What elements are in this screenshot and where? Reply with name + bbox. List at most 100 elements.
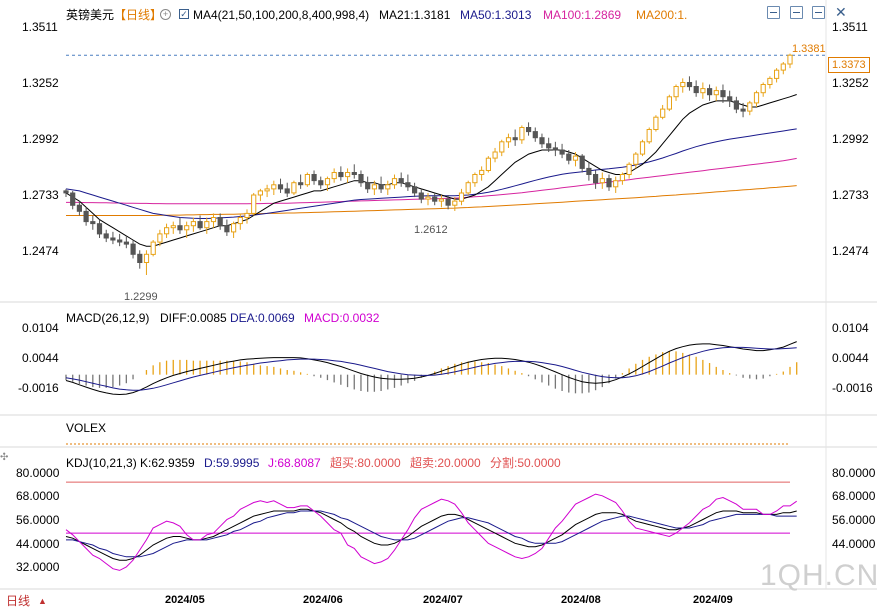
candle-body [599, 178, 605, 184]
candle-body [204, 221, 210, 229]
candle-body [224, 225, 230, 233]
price-tick-left: 1.3511 [22, 20, 58, 34]
volex-title: VOLEX [66, 421, 107, 435]
candle-body [311, 174, 317, 182]
candle-body [378, 184, 384, 190]
close-icon[interactable]: ✕ [835, 4, 847, 20]
low-price-label: 1.2299 [124, 291, 158, 303]
candle-body [358, 174, 364, 184]
period-label[interactable]: 【日线】 [114, 8, 163, 22]
macd-diff-label: DIFF:0.0085 [160, 311, 227, 325]
symbol-label: 英镑美元 [66, 8, 115, 22]
candle-body [472, 174, 478, 184]
macd-tick-left: 0.0044 [22, 351, 59, 365]
candle-body [298, 182, 304, 186]
circle-plus-icon[interactable]: + [160, 9, 171, 20]
price-tick-left: 1.2733 [22, 188, 59, 202]
candle-body [103, 233, 109, 239]
restore-icon[interactable] [812, 6, 825, 19]
price-tick-left: 1.3252 [22, 76, 59, 90]
checkbox-icon[interactable]: ✓ [179, 9, 189, 19]
kdj-j-label: J:68.8087 [268, 456, 321, 470]
price-tick-left: 1.2474 [22, 244, 59, 258]
candle-body [137, 253, 143, 264]
candle-body [767, 77, 773, 86]
candle-body [445, 198, 451, 206]
candle-body [170, 225, 176, 229]
candle-body [505, 137, 512, 143]
chevron-up-icon[interactable]: ▲ [38, 596, 47, 606]
kdj-tick-left: 44.0000 [16, 537, 60, 551]
macd-tick-right: 0.0044 [832, 351, 869, 365]
candle-body [660, 108, 666, 118]
candle-body [713, 90, 719, 96]
macd-tick-left: 0.0104 [22, 321, 59, 335]
price-tick-right: 1.2474 [832, 244, 869, 258]
ma50-label: MA50:1.3013 [460, 8, 532, 22]
candle-body [452, 200, 458, 206]
candle-body [519, 127, 525, 141]
ma50-line [65, 128, 797, 219]
kdj-d-label: D:59.9995 [204, 456, 260, 470]
watermark: 1QH.CN [760, 559, 877, 592]
candle-body [666, 96, 672, 110]
candle-body [271, 184, 277, 190]
kdj-tick-left: 56.0000 [16, 513, 60, 527]
candle-body [418, 192, 424, 200]
candle-body [653, 116, 659, 130]
ma100-line [66, 157, 797, 205]
candle-body [257, 190, 263, 196]
candle-body [680, 82, 686, 88]
candle-body [291, 182, 297, 194]
kdj-title: KDJ(10,21,3) [66, 456, 137, 470]
crosshair-icon[interactable]: ✣ [0, 452, 9, 463]
candle-body [479, 169, 485, 175]
candle-body [707, 88, 713, 96]
macd-tick-right: -0.0016 [832, 381, 873, 395]
macd-tick-left: -0.0016 [18, 381, 59, 395]
kdj-overbought-label: 超买:80.0000 [330, 456, 401, 470]
candle-body [324, 178, 331, 186]
candle-body [693, 86, 699, 94]
candle-body [526, 127, 532, 133]
x-axis-label: 2024/08 [561, 594, 601, 606]
candle-body [579, 155, 585, 169]
candle-body [157, 233, 163, 243]
kdj-k-label: K:62.9359 [140, 456, 195, 470]
candle-body [780, 63, 786, 71]
ma100-label: MA100:1.2869 [543, 8, 622, 22]
kdj-divider-label: 分割:50.0000 [490, 456, 561, 470]
candle-body [197, 221, 203, 229]
candle-body [83, 210, 89, 223]
candle-body [371, 184, 377, 190]
candle-body [365, 182, 371, 190]
candle-body [673, 86, 679, 98]
candle-body [123, 241, 130, 245]
candle-body [177, 225, 183, 231]
candle-body [405, 182, 411, 188]
zoom-out-icon[interactable] [790, 6, 803, 19]
candle-body [217, 217, 223, 227]
candle-body [499, 141, 505, 153]
x-axis-label: 2024/09 [693, 594, 733, 606]
candle-body [559, 149, 565, 155]
candle-body [747, 102, 753, 112]
macd-tick-right: 0.0104 [832, 321, 869, 335]
kdj-k-line [65, 508, 797, 561]
candle-body [485, 157, 491, 171]
candle-body [760, 84, 766, 94]
macd-diff-line [65, 341, 797, 396]
candle-body [492, 151, 498, 159]
zoom-in-icon[interactable] [767, 6, 780, 19]
candle-body [727, 96, 733, 102]
candle-body [539, 137, 545, 145]
ma200-label: MA200:1. [636, 8, 688, 22]
candle-body [277, 184, 284, 190]
candle-body [251, 194, 257, 214]
x-axis-label: 2024/05 [165, 594, 205, 606]
period-tab[interactable]: 日线 [6, 594, 31, 608]
candle-body [150, 241, 156, 255]
candle-body [237, 217, 243, 225]
ma21-label: MA21:1.3181 [379, 8, 451, 22]
candle-body [787, 54, 793, 65]
